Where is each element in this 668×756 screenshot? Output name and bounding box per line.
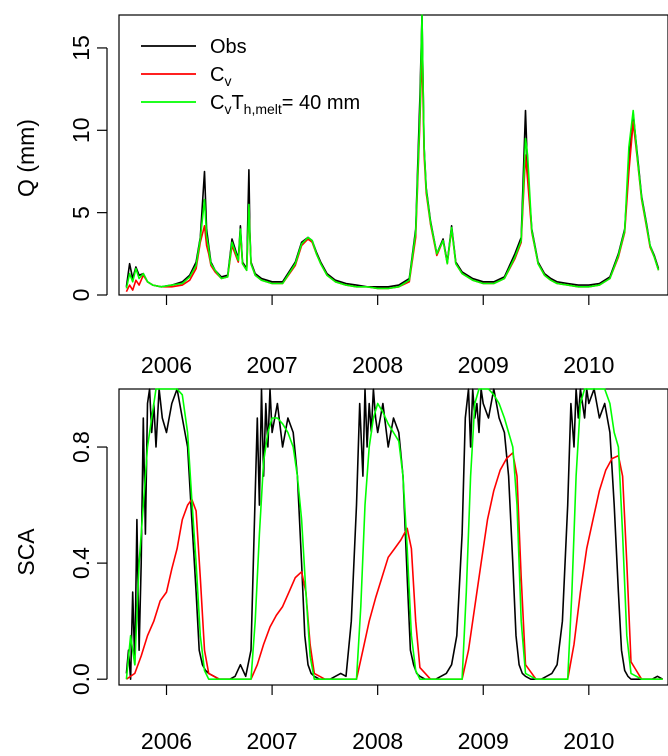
discharge-panel: 0 5 10 15 2006 2007 2008 2009 2010 Q (mm) Obs C… xyxy=(13,14,668,378)
discharge-x-axis: 2006 2007 2008 2009 2010 xyxy=(141,295,614,378)
sca-series-cvth xyxy=(125,388,663,681)
discharge-x-tick-label: 2007 xyxy=(247,352,298,378)
sca-plot-frame xyxy=(118,388,668,686)
discharge-y-tick-label: 15 xyxy=(68,35,94,61)
sca-x-tick-label: 2008 xyxy=(352,728,403,754)
sca-x-tick-label: 2010 xyxy=(563,728,614,754)
discharge-series-cv xyxy=(125,47,660,293)
legend-label-cvth: CvTh,melt= 40 mm xyxy=(210,92,360,117)
legend-label-cv-sub: v xyxy=(224,73,231,89)
legend-label-cv: Cv xyxy=(210,64,231,89)
discharge-x-tick-label: 2009 xyxy=(458,352,509,378)
legend-label-cvth-main2: T xyxy=(231,92,243,114)
legend-label-cvth-tail: = 40 mm xyxy=(282,92,360,114)
discharge-y-axis: 0 5 10 15 xyxy=(68,35,108,302)
sca-y-axis-label: SCA xyxy=(13,528,39,576)
sca-panel: 0.0 0.4 0.8 2006 2007 2008 2009 2010 SCA xyxy=(13,388,668,754)
legend-label-cvth-sub2: h,melt xyxy=(244,101,282,117)
discharge-plot-frame xyxy=(118,14,668,296)
discharge-y-tick-label: 10 xyxy=(68,117,94,143)
sca-x-tick-label: 2006 xyxy=(141,728,192,754)
legend-label-cvth-main: C xyxy=(210,92,224,114)
discharge-x-tick-label: 2008 xyxy=(352,352,403,378)
sca-y-tick-label: 0.0 xyxy=(68,663,94,695)
sca-series-obs xyxy=(125,388,664,681)
legend-label-cv-main: C xyxy=(210,64,224,86)
discharge-x-tick-label: 2010 xyxy=(563,352,614,378)
discharge-y-tick-label: 5 xyxy=(68,206,94,219)
discharge-series-group xyxy=(125,14,660,293)
discharge-y-axis-label: Q (mm) xyxy=(13,119,39,197)
legend-label-obs: Obs xyxy=(210,36,247,58)
sca-y-tick-label: 0.4 xyxy=(68,547,94,579)
legend-label-cvth-sub: v xyxy=(224,101,231,117)
sca-x-tick-label: 2007 xyxy=(247,728,298,754)
sca-series-group xyxy=(125,388,664,681)
sca-y-tick-label: 0.8 xyxy=(68,431,94,463)
sca-x-axis: 2006 2007 2008 2009 2010 xyxy=(141,685,614,754)
discharge-series-cvth xyxy=(125,14,660,290)
legend: Obs Cv CvTh,melt= 40 mm xyxy=(141,36,360,117)
discharge-y-tick-label: 0 xyxy=(68,289,94,302)
sca-y-axis: 0.0 0.4 0.8 xyxy=(68,431,108,695)
sca-x-tick-label: 2009 xyxy=(458,728,509,754)
discharge-x-tick-label: 2006 xyxy=(141,352,192,378)
sca-series-cv xyxy=(125,451,663,681)
